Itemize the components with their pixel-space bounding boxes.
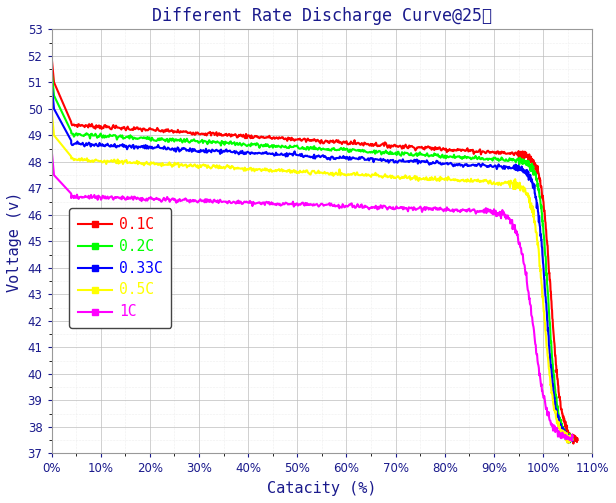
0.33C bbox=[48, 79, 55, 86]
1C bbox=[510, 224, 517, 230]
0.2C bbox=[306, 145, 314, 151]
0.5C bbox=[301, 169, 308, 175]
1C bbox=[526, 301, 533, 307]
0.33C bbox=[516, 167, 523, 173]
0.2C bbox=[567, 439, 574, 445]
0.1C bbox=[574, 437, 582, 443]
Legend: 0.1C, 0.2C, 0.33C, 0.5C, 1C: 0.1C, 0.2C, 0.33C, 0.5C, 1C bbox=[69, 208, 171, 328]
0.1C bbox=[545, 270, 553, 276]
0.33C bbox=[569, 438, 577, 444]
0.5C bbox=[538, 283, 546, 289]
0.5C bbox=[511, 176, 519, 182]
0.2C bbox=[320, 145, 327, 151]
Line: 0.33C: 0.33C bbox=[52, 82, 573, 443]
0.1C bbox=[521, 155, 528, 161]
Y-axis label: Voltage (v): Voltage (v) bbox=[7, 191, 22, 292]
0.1C bbox=[48, 53, 55, 59]
0.5C bbox=[569, 437, 577, 443]
0.33C bbox=[303, 152, 310, 158]
0.1C bbox=[320, 140, 327, 146]
0.33C bbox=[530, 181, 537, 187]
0.2C bbox=[533, 176, 540, 182]
0.1C bbox=[535, 170, 542, 176]
0.5C bbox=[48, 106, 55, 112]
0.5C bbox=[565, 440, 572, 446]
X-axis label: Catacity (%): Catacity (%) bbox=[267, 481, 376, 496]
0.33C bbox=[565, 440, 572, 446]
0.2C bbox=[153, 137, 161, 143]
1C bbox=[147, 194, 155, 200]
1C bbox=[569, 434, 577, 440]
0.1C bbox=[153, 125, 161, 131]
Line: 0.2C: 0.2C bbox=[52, 69, 573, 442]
0.5C bbox=[314, 170, 322, 176]
Title: Different Rate Discharge Curve@25℃: Different Rate Discharge Curve@25℃ bbox=[152, 7, 492, 25]
0.1C bbox=[306, 138, 314, 144]
0.5C bbox=[152, 161, 159, 167]
Line: 0.1C: 0.1C bbox=[52, 56, 578, 444]
0.33C bbox=[153, 144, 160, 150]
0.2C bbox=[48, 66, 55, 72]
1C bbox=[288, 201, 295, 207]
0.2C bbox=[543, 270, 550, 276]
1C bbox=[568, 438, 575, 444]
0.33C bbox=[317, 154, 324, 160]
Line: 1C: 1C bbox=[52, 148, 573, 441]
1C bbox=[489, 211, 496, 217]
1C bbox=[48, 145, 55, 151]
0.33C bbox=[540, 276, 548, 282]
0.5C bbox=[527, 205, 534, 211]
0.2C bbox=[569, 436, 577, 442]
Line: 0.5C: 0.5C bbox=[52, 109, 573, 443]
0.2C bbox=[521, 158, 528, 164]
0.1C bbox=[570, 441, 577, 447]
1C bbox=[300, 202, 307, 208]
